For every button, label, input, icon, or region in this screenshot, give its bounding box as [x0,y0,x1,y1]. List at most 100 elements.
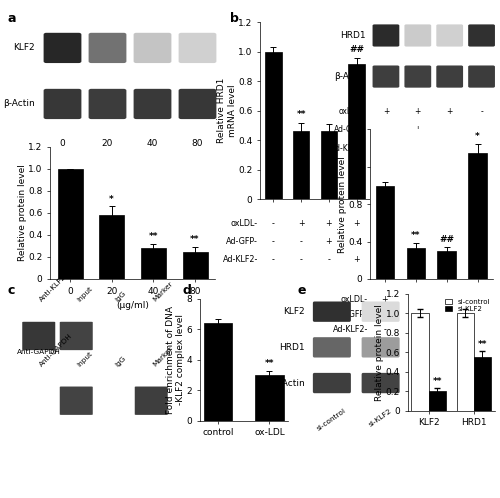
FancyBboxPatch shape [372,24,400,47]
Text: Input: Input [76,350,94,368]
FancyBboxPatch shape [88,89,126,119]
Text: 20: 20 [102,139,113,148]
Text: -: - [300,237,302,246]
Text: +: + [298,220,304,229]
Bar [456,313,474,411]
Text: si-KLF2: si-KLF2 [368,407,393,427]
Text: +: + [478,143,485,152]
FancyBboxPatch shape [404,24,431,47]
FancyBboxPatch shape [178,33,216,63]
FancyBboxPatch shape [134,89,172,119]
Bar [141,248,166,279]
Text: +: + [354,220,360,229]
FancyBboxPatch shape [60,386,92,415]
Text: +: + [326,237,332,246]
FancyBboxPatch shape [436,24,463,47]
Bar [428,391,446,411]
Text: +: + [383,108,389,117]
Text: KLF2: KLF2 [283,307,304,316]
FancyBboxPatch shape [88,33,126,63]
Text: Ad-GFP-: Ad-GFP- [336,310,368,319]
Text: -: - [384,143,388,152]
Bar [99,215,124,279]
Y-axis label: Relative HRD1
mRNA level: Relative HRD1 mRNA level [217,78,236,143]
Text: +: + [446,108,453,117]
FancyBboxPatch shape [134,33,172,63]
FancyBboxPatch shape [135,386,168,415]
Text: +: + [444,295,450,304]
Text: HRD1: HRD1 [279,343,304,352]
Y-axis label: Relative protein level: Relative protein level [375,304,384,401]
Text: +: + [412,295,419,304]
FancyBboxPatch shape [372,65,400,88]
Text: Anti-GAPDH: Anti-GAPDH [17,349,61,355]
Text: -: - [328,255,330,264]
Text: +: + [414,108,421,117]
Y-axis label: Relative protein level: Relative protein level [18,164,26,261]
Text: -: - [384,310,386,319]
Text: Input: Input [76,285,94,303]
Text: -: - [300,255,302,264]
Text: Ad-KLF2-: Ad-KLF2- [332,325,368,334]
Text: KLF2: KLF2 [13,43,34,52]
Text: +: + [326,220,332,229]
Text: Ad-KLF2-: Ad-KLF2- [331,143,365,152]
Bar [376,186,394,279]
Text: Marker: Marker [151,281,174,303]
FancyBboxPatch shape [178,89,216,119]
FancyBboxPatch shape [362,301,400,322]
Text: Ad-GFP-: Ad-GFP- [334,125,365,134]
Text: +: + [446,143,453,152]
Text: -: - [416,143,419,152]
Bar [406,248,425,279]
Text: -: - [476,295,479,304]
FancyBboxPatch shape [22,322,55,350]
Bar [265,52,281,199]
Text: **: ** [190,236,200,245]
Text: 0: 0 [60,139,66,148]
Bar [320,131,337,199]
Text: -: - [414,325,417,334]
Text: Anti-KLF2: Anti-KLF2 [39,274,68,303]
Text: si-control: si-control [316,407,348,432]
Bar [256,375,283,421]
Text: Marker: Marker [151,346,174,368]
FancyBboxPatch shape [362,373,400,393]
Text: -: - [384,125,388,134]
Text: IgG: IgG [114,290,126,303]
Text: e: e [298,284,306,297]
Bar [468,153,487,279]
Text: -: - [272,237,275,246]
Bar [204,323,232,421]
FancyBboxPatch shape [313,337,351,358]
Bar [58,169,82,279]
Text: oxLDL-: oxLDL- [231,220,258,229]
Bar [474,357,491,411]
Text: Ad-KLF2-: Ad-KLF2- [222,255,258,264]
Text: +: + [474,325,481,334]
Text: 40: 40 [147,139,158,148]
Y-axis label: Relative protein level: Relative protein level [338,156,346,252]
Text: IgG: IgG [114,355,126,368]
Text: oxLDL-: oxLDL- [339,108,365,117]
Text: ##: ## [349,45,364,54]
FancyBboxPatch shape [362,337,400,358]
Text: β-Actin: β-Actin [3,100,34,109]
FancyBboxPatch shape [404,65,431,88]
Text: -: - [446,310,448,319]
Text: +: + [382,295,388,304]
FancyBboxPatch shape [468,24,495,47]
Text: +: + [354,255,360,264]
Text: **: ** [478,340,487,349]
Bar [412,313,428,411]
Text: oxLDL-: oxLDL- [340,295,368,304]
Text: -: - [448,125,451,134]
Text: +: + [414,125,421,134]
FancyBboxPatch shape [468,65,495,88]
X-axis label: (μg/ml): (μg/ml) [116,301,149,310]
Text: **: ** [296,110,306,119]
Bar [438,251,456,279]
Text: (μg/ml): (μg/ml) [114,156,146,166]
Text: -: - [480,125,483,134]
Legend: si-control, si-KLF2: si-control, si-KLF2 [444,297,492,314]
